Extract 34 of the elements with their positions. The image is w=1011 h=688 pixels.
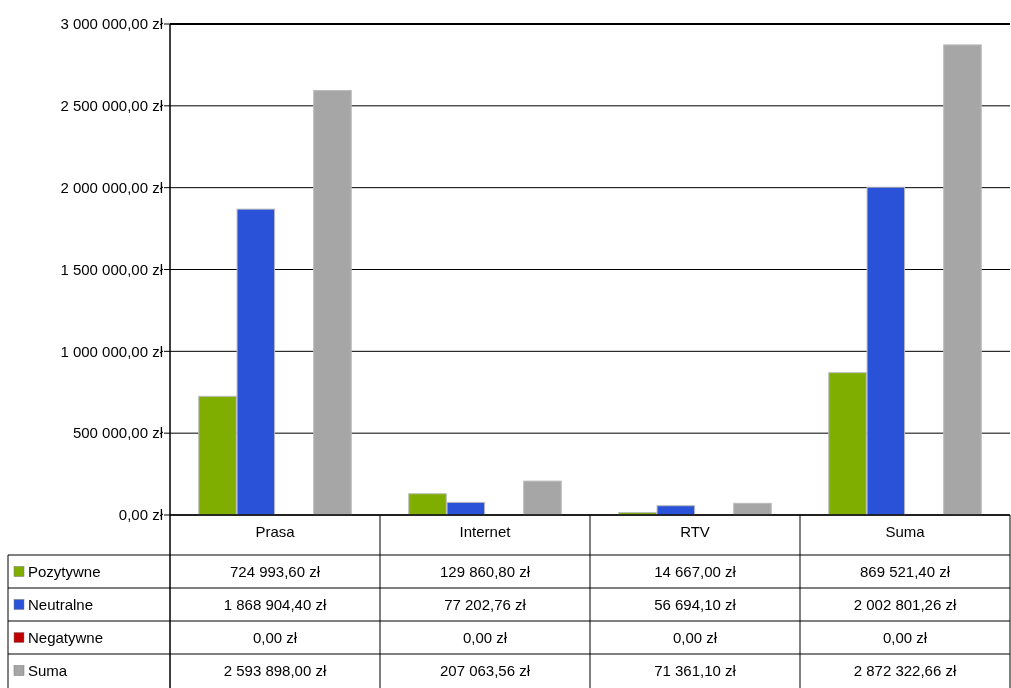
- data-label: 2 002 801,26 zł: [853, 595, 957, 613]
- data-label: 0,00 zł: [672, 628, 718, 646]
- x-tick-label: RTV: [680, 522, 710, 540]
- data-label: 207 063,56 zł: [439, 661, 531, 679]
- data-label: 129 860,80 zł: [439, 562, 531, 580]
- x-tick-label: Prasa: [255, 522, 296, 540]
- data-label: 0,00 zł: [882, 628, 928, 646]
- x-tick-label: Suma: [885, 522, 926, 540]
- bar: [943, 44, 982, 516]
- y-tick-label: 3 000 000,00 zł: [60, 15, 164, 33]
- y-tick-label: 1 000 000,00 zł: [60, 342, 164, 360]
- x-tick-label: Internet: [459, 522, 512, 540]
- data-label: 0,00 zł: [462, 628, 508, 646]
- legend-label: Suma: [28, 661, 68, 679]
- data-label: 56 694,10 zł: [654, 595, 737, 613]
- legend-label: Negatywne: [28, 628, 104, 646]
- data-label: 2 593 898,00 zł: [223, 661, 327, 679]
- y-tick-label: 500 000,00 zł: [72, 424, 164, 442]
- data-label: 869 521,40 zł: [859, 562, 951, 580]
- data-label: 14 667,00 zł: [654, 562, 737, 580]
- legend-label: Neutralne: [28, 595, 94, 613]
- legend-label: Pozytywne: [28, 562, 101, 580]
- y-tick-label: 2 500 000,00 zł: [60, 97, 164, 115]
- bar: [313, 89, 352, 516]
- data-label: 0,00 zł: [252, 628, 298, 646]
- y-tick-label: 2 000 000,00 zł: [60, 178, 164, 196]
- data-label: 724 993,60 zł: [229, 562, 321, 580]
- bar: [523, 480, 562, 516]
- y-tick-label: 0,00 zł: [118, 506, 164, 524]
- data-label: 77 202,76 zł: [444, 595, 527, 613]
- y-tick-label: 1 500 000,00 zł: [60, 260, 164, 278]
- data-label: 2 872 322,66 zł: [853, 661, 957, 679]
- data-label: 71 361,10 zł: [654, 661, 737, 679]
- data-label: 1 868 904,40 zł: [223, 595, 327, 613]
